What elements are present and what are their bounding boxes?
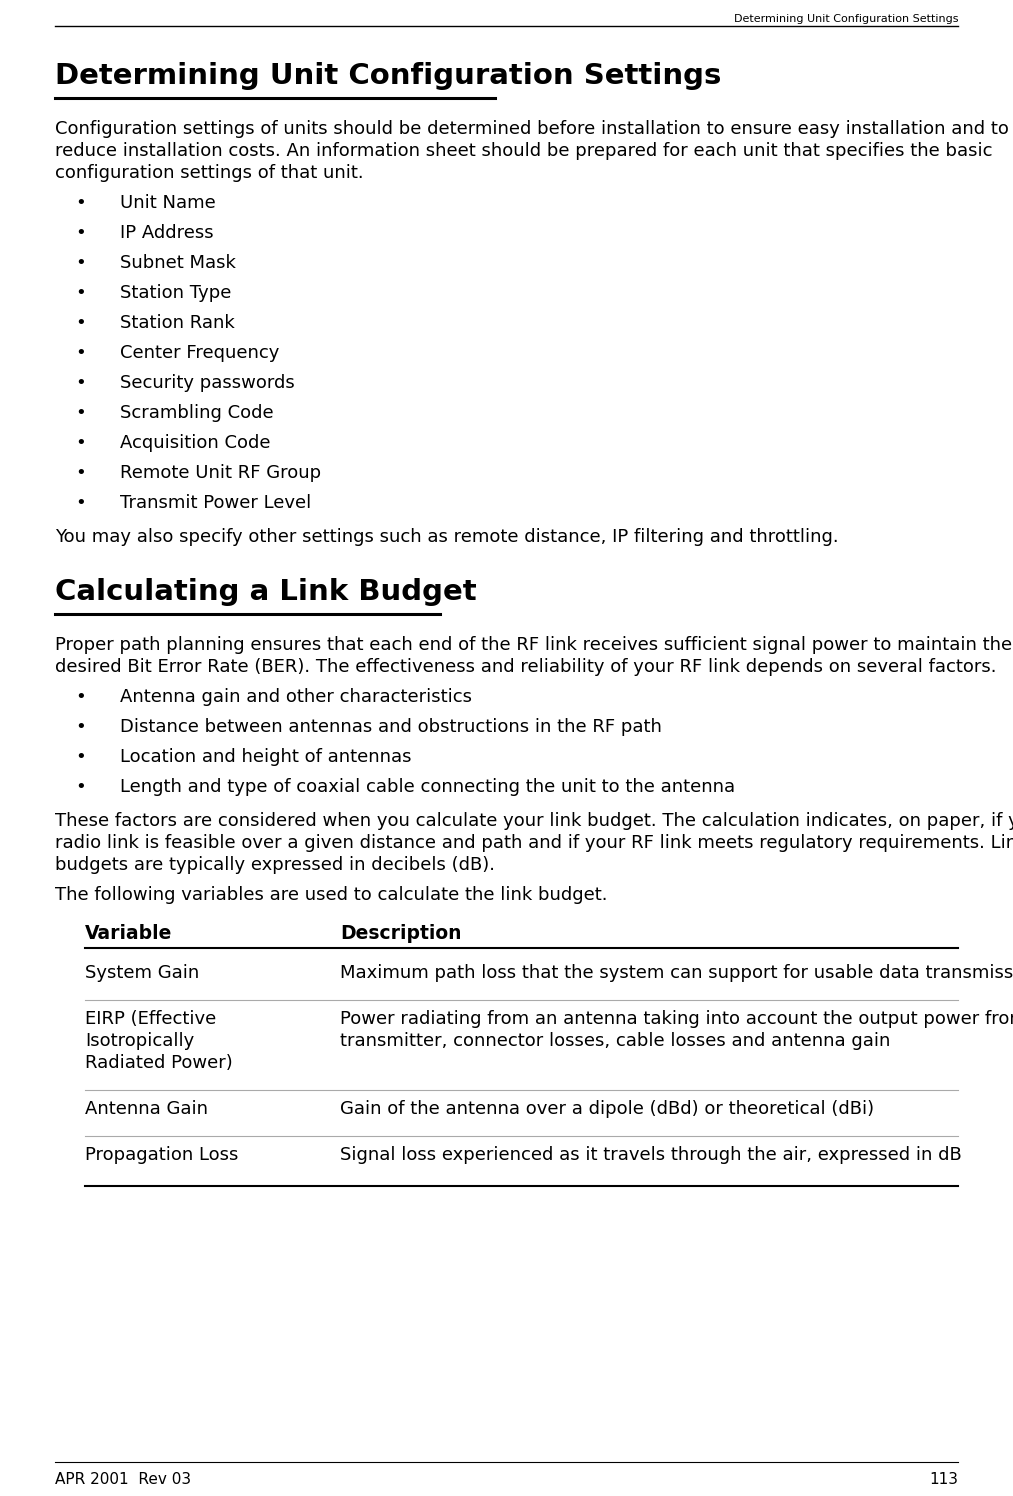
Text: budgets are typically expressed in decibels (dB).: budgets are typically expressed in decib…	[55, 856, 495, 874]
Text: radio link is feasible over a given distance and path and if your RF link meets : radio link is feasible over a given dist…	[55, 833, 1013, 853]
Text: The following variables are used to calculate the link budget.: The following variables are used to calc…	[55, 886, 608, 904]
Text: Gain of the antenna over a dipole (dBd) or theoretical (dBi): Gain of the antenna over a dipole (dBd) …	[340, 1100, 874, 1118]
Text: Antenna Gain: Antenna Gain	[85, 1100, 208, 1118]
Text: Power radiating from an antenna taking into account the output power from the: Power radiating from an antenna taking i…	[340, 1010, 1013, 1028]
Text: configuration settings of that unit.: configuration settings of that unit.	[55, 165, 364, 183]
Text: desired Bit Error Rate (BER). The effectiveness and reliability of your RF link : desired Bit Error Rate (BER). The effect…	[55, 658, 997, 676]
Text: Proper path planning ensures that each end of the RF link receives sufficient si: Proper path planning ensures that each e…	[55, 636, 1012, 654]
Text: EIRP (Effective: EIRP (Effective	[85, 1010, 216, 1028]
Text: •: •	[75, 404, 86, 422]
Text: •: •	[75, 284, 86, 302]
Text: •: •	[75, 254, 86, 272]
Text: Length and type of coaxial cable connecting the unit to the antenna: Length and type of coaxial cable connect…	[120, 778, 735, 796]
Text: You may also specify other settings such as remote distance, IP filtering and th: You may also specify other settings such…	[55, 528, 839, 546]
Text: Security passwords: Security passwords	[120, 374, 295, 392]
Text: •: •	[75, 344, 86, 362]
Text: •: •	[75, 224, 86, 242]
Text: Station Type: Station Type	[120, 284, 231, 302]
Text: •: •	[75, 194, 86, 212]
Text: These factors are considered when you calculate your link budget. The calculatio: These factors are considered when you ca…	[55, 812, 1013, 830]
Text: Remote Unit RF Group: Remote Unit RF Group	[120, 464, 321, 482]
Text: Scrambling Code: Scrambling Code	[120, 404, 274, 422]
Text: •: •	[75, 748, 86, 766]
Text: •: •	[75, 778, 86, 796]
Text: Center Frequency: Center Frequency	[120, 344, 280, 362]
Text: reduce installation costs. An information sheet should be prepared for each unit: reduce installation costs. An informatio…	[55, 142, 993, 160]
Text: IP Address: IP Address	[120, 224, 214, 242]
Text: •: •	[75, 434, 86, 452]
Text: Radiated Power): Radiated Power)	[85, 1055, 233, 1073]
Text: Maximum path loss that the system can support for usable data transmission: Maximum path loss that the system can su…	[340, 963, 1013, 981]
Text: Unit Name: Unit Name	[120, 194, 216, 212]
Text: transmitter, connector losses, cable losses and antenna gain: transmitter, connector losses, cable los…	[340, 1032, 890, 1050]
Text: •: •	[75, 494, 86, 512]
Text: Configuration settings of units should be determined before installation to ensu: Configuration settings of units should b…	[55, 120, 1009, 138]
Text: Description: Description	[340, 925, 462, 942]
Text: Determining Unit Configuration Settings: Determining Unit Configuration Settings	[55, 61, 721, 90]
Text: Isotropically: Isotropically	[85, 1032, 194, 1050]
Text: •: •	[75, 314, 86, 332]
Text: Calculating a Link Budget: Calculating a Link Budget	[55, 577, 477, 606]
Text: Transmit Power Level: Transmit Power Level	[120, 494, 311, 512]
Text: •: •	[75, 374, 86, 392]
Text: •: •	[75, 464, 86, 482]
Text: APR 2001  Rev 03: APR 2001 Rev 03	[55, 1472, 191, 1487]
Text: Determining Unit Configuration Settings: Determining Unit Configuration Settings	[733, 13, 958, 24]
Text: Station Rank: Station Rank	[120, 314, 235, 332]
Text: Location and height of antennas: Location and height of antennas	[120, 748, 411, 766]
Text: Subnet Mask: Subnet Mask	[120, 254, 236, 272]
Text: Propagation Loss: Propagation Loss	[85, 1146, 238, 1164]
Text: Signal loss experienced as it travels through the air, expressed in dB: Signal loss experienced as it travels th…	[340, 1146, 961, 1164]
Text: Variable: Variable	[85, 925, 172, 942]
Text: •: •	[75, 688, 86, 706]
Text: Distance between antennas and obstructions in the RF path: Distance between antennas and obstructio…	[120, 718, 661, 736]
Text: Antenna gain and other characteristics: Antenna gain and other characteristics	[120, 688, 472, 706]
Text: 113: 113	[929, 1472, 958, 1487]
Text: •: •	[75, 718, 86, 736]
Text: System Gain: System Gain	[85, 963, 200, 981]
Text: Acquisition Code: Acquisition Code	[120, 434, 270, 452]
